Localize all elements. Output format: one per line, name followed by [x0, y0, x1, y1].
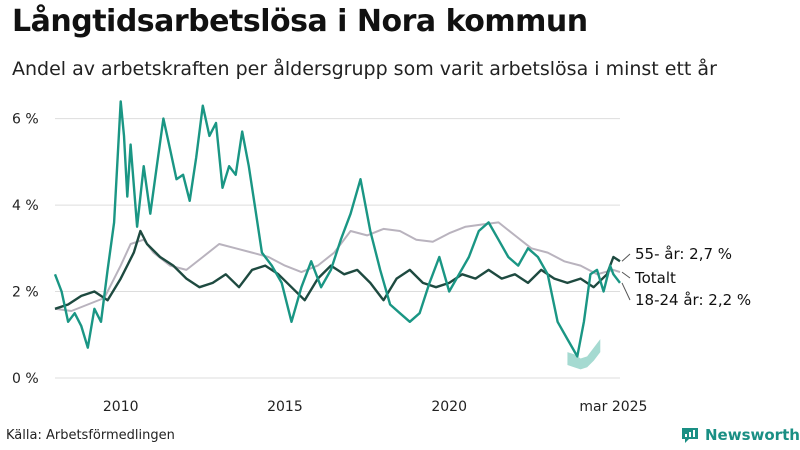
y-tick-label: 0 %: [12, 371, 39, 387]
chart-subtitle: Andel av arbetskraften per åldersgrupp s…: [12, 58, 717, 80]
x-tick-label: 2015: [267, 399, 303, 415]
x-tick-label: mar 2025: [579, 399, 647, 415]
y-tick-label: 6 %: [12, 112, 39, 128]
series-line-age_55_plus: [54, 229, 621, 310]
series-label-age_18_24: 18-24 år: 2,2 %: [635, 291, 751, 309]
newsworthy-logo: Newsworthy: [680, 426, 800, 444]
series-label-age_55_plus: 55- år: 2,7 %: [635, 245, 732, 263]
series-line-age_18_24: [53, 100, 621, 358]
uncertainty-band: [567, 339, 601, 370]
brand-name: Newsworthy: [705, 426, 800, 444]
x-tick-label: 2010: [103, 399, 139, 415]
chart-title: Långtidsarbetslösa i Nora kommun: [12, 4, 588, 39]
x-tick-label: 2020: [431, 399, 467, 415]
source-note: Källa: Arbetsförmedlingen: [6, 428, 175, 443]
leader-line-age_18_24: [621, 282, 631, 301]
series-label-total: Totalt: [634, 269, 676, 287]
bar-chart-icon: [682, 428, 698, 443]
y-tick-label: 2 %: [12, 285, 39, 301]
y-tick-label: 4 %: [12, 198, 39, 214]
leader-line-total: [621, 271, 631, 279]
leader-line-age_55_plus: [621, 253, 631, 262]
